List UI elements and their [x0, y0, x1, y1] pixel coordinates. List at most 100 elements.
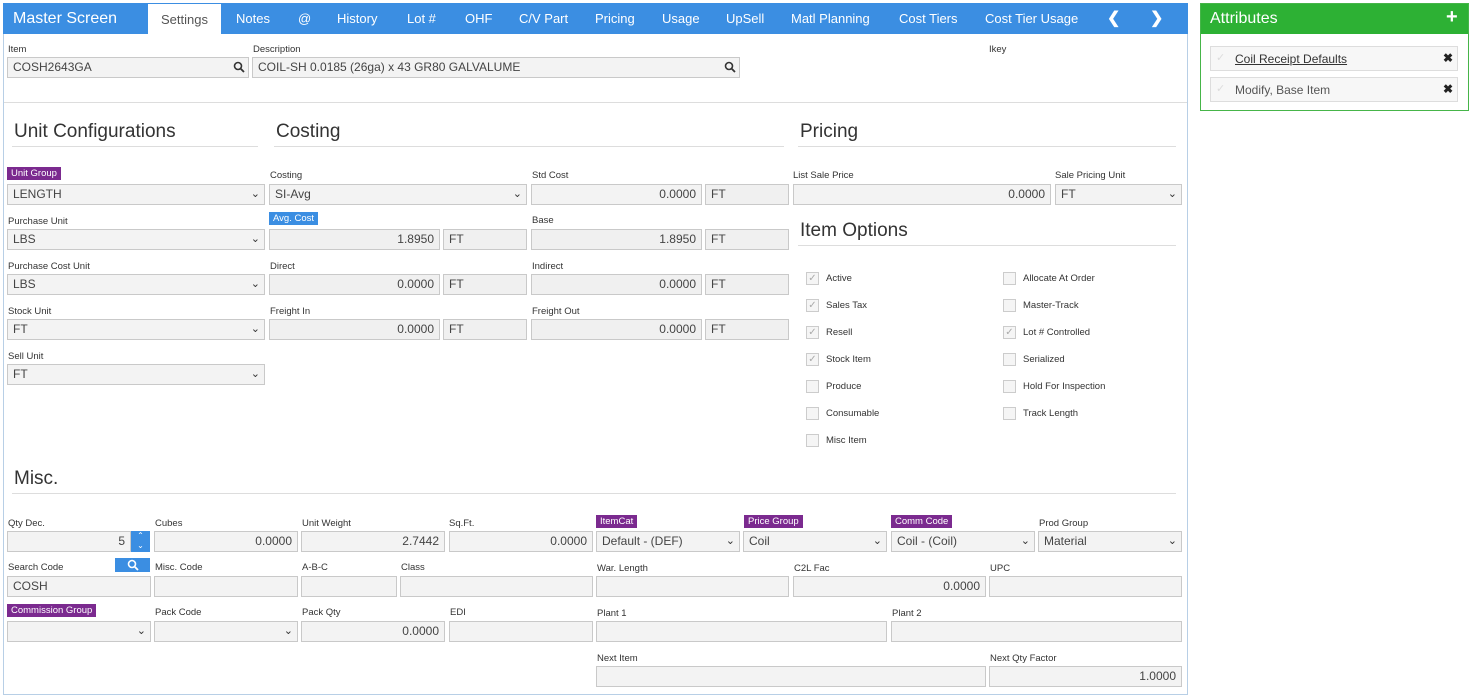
- c2l-fac-field[interactable]: 0.0000: [793, 576, 986, 597]
- remove-icon[interactable]: ✖: [1443, 82, 1454, 96]
- upc-field[interactable]: [989, 576, 1182, 597]
- chevron-down-icon: ⌄: [1020, 535, 1030, 547]
- option-checkbox[interactable]: ✓: [1003, 326, 1016, 339]
- next-qty-factor-field[interactable]: 1.0000: [989, 666, 1182, 687]
- sale-pricing-unit-select[interactable]: FT ⌄: [1055, 184, 1182, 205]
- option-label: Stock Item: [826, 354, 871, 365]
- add-icon[interactable]: +: [1446, 6, 1458, 28]
- tab-lot[interactable]: Lot #: [407, 11, 436, 26]
- check-icon: ✓: [1216, 52, 1226, 64]
- tab-upsell[interactable]: UpSell: [726, 11, 765, 26]
- war-length-label: War. Length: [597, 563, 648, 574]
- purchase-unit-select[interactable]: LBS ⌄: [7, 229, 265, 250]
- avg-cost-unit: FT: [443, 229, 527, 250]
- search-code-field[interactable]: COSH: [7, 576, 151, 597]
- item-input[interactable]: COSH2643GA: [7, 57, 249, 78]
- sell-unit-select[interactable]: FT ⌄: [7, 364, 265, 385]
- check-icon: ✓: [1216, 83, 1226, 95]
- class-field[interactable]: [400, 576, 593, 597]
- purchase-cost-unit-value: LBS: [13, 277, 36, 291]
- option-checkbox[interactable]: ✓: [806, 353, 819, 366]
- option-checkbox[interactable]: [1003, 407, 1016, 420]
- itemcat-select[interactable]: Default - (DEF) ⌄: [596, 531, 740, 552]
- option-checkbox[interactable]: ✓: [806, 272, 819, 285]
- tab-cv-part[interactable]: C/V Part: [519, 11, 569, 26]
- option-checkbox[interactable]: ✓: [806, 299, 819, 312]
- indirect-unit: FT: [705, 274, 789, 295]
- sqft-field[interactable]: 0.0000: [449, 531, 593, 552]
- stock-unit-select[interactable]: FT ⌄: [7, 319, 265, 340]
- commission-group-select[interactable]: ⌄: [7, 621, 151, 642]
- pack-code-select[interactable]: ⌄: [154, 621, 298, 642]
- chevron-down-icon: ⌄: [512, 188, 522, 200]
- remove-icon[interactable]: ✖: [1443, 51, 1454, 65]
- option-checkbox[interactable]: [1003, 353, 1016, 366]
- option-checkbox[interactable]: [806, 407, 819, 420]
- option-label: Resell: [826, 327, 853, 338]
- abc-label: A-B-C: [302, 562, 328, 573]
- next-item-field[interactable]: [596, 666, 986, 687]
- unit-group-select[interactable]: LENGTH ⌄: [7, 184, 265, 205]
- option-label: Misc Item: [826, 435, 867, 446]
- qty-dec-stepper[interactable]: ⌃ ⌄: [131, 531, 150, 552]
- commission-group-label: Commission Group: [7, 604, 97, 617]
- option-checkbox[interactable]: [806, 434, 819, 447]
- std-cost-field[interactable]: 0.0000: [531, 184, 702, 205]
- attribute-item[interactable]: ✓ Modify, Base Item ✖: [1210, 77, 1458, 102]
- item-options-heading: Item Options: [800, 220, 908, 241]
- tab-ohf[interactable]: OHF: [465, 11, 493, 26]
- chevron-up-icon[interactable]: ⌃: [137, 531, 144, 540]
- plant1-field[interactable]: [596, 621, 887, 642]
- option-label: Lot # Controlled: [1023, 327, 1091, 338]
- comm-code-select[interactable]: Coil - (Coil) ⌄: [891, 531, 1035, 552]
- option-checkbox[interactable]: [1003, 272, 1016, 285]
- c2l-fac-label: C2L Fac: [794, 563, 830, 574]
- unit-weight-field[interactable]: 2.7442: [301, 531, 445, 552]
- tab-usage[interactable]: Usage: [662, 11, 700, 26]
- chevron-left-icon[interactable]: ❮: [1107, 10, 1121, 27]
- tab-matl-planning[interactable]: Matl Planning: [791, 11, 870, 26]
- std-cost-label: Std Cost: [532, 170, 569, 181]
- misc-code-field[interactable]: [154, 576, 298, 597]
- option-checkbox[interactable]: ✓: [806, 326, 819, 339]
- attribute-item[interactable]: ✓ Coil Receipt Defaults ✖: [1210, 46, 1458, 71]
- indirect-field: 0.0000: [531, 274, 702, 295]
- plant2-field[interactable]: [891, 621, 1182, 642]
- attribute-link[interactable]: Coil Receipt Defaults: [1235, 52, 1348, 66]
- search-icon[interactable]: [724, 61, 736, 73]
- tab-notes[interactable]: Notes: [236, 11, 270, 26]
- abc-field[interactable]: [301, 576, 397, 597]
- tab-at[interactable]: @: [298, 11, 312, 26]
- option-label: Serialized: [1023, 354, 1065, 365]
- tab-pricing[interactable]: Pricing: [595, 11, 635, 26]
- next-item-label: Next Item: [597, 653, 638, 664]
- prod-group-label: Prod Group: [1039, 518, 1089, 529]
- itemcat-value: Default - (DEF): [602, 534, 683, 548]
- option-checkbox[interactable]: [806, 380, 819, 393]
- tab-cost-tiers[interactable]: Cost Tiers: [899, 11, 958, 26]
- search-code-button[interactable]: [115, 558, 150, 572]
- war-length-field[interactable]: [596, 576, 789, 597]
- tab-history[interactable]: History: [337, 11, 378, 26]
- cubes-field[interactable]: 0.0000: [154, 531, 298, 552]
- tab-cost-tier-usage[interactable]: Cost Tier Usage: [985, 11, 1079, 26]
- tab-settings[interactable]: Settings: [148, 3, 221, 34]
- prod-group-select[interactable]: Material ⌄: [1038, 531, 1182, 552]
- qty-dec-field[interactable]: 5: [7, 531, 131, 552]
- option-checkbox[interactable]: [1003, 380, 1016, 393]
- pack-qty-field[interactable]: 0.0000: [301, 621, 445, 642]
- purchase-cost-unit-select[interactable]: LBS ⌄: [7, 274, 265, 295]
- chevron-right-icon[interactable]: ❯: [1150, 10, 1164, 27]
- chevron-down-icon[interactable]: ⌄: [137, 541, 144, 550]
- description-input[interactable]: COIL-SH 0.0185 (26ga) x 43 GR80 GALVALUM…: [252, 57, 740, 78]
- direct-label: Direct: [270, 261, 295, 272]
- stock-unit-value: FT: [13, 322, 28, 336]
- option-checkbox[interactable]: [1003, 299, 1016, 312]
- list-sale-price-field[interactable]: 0.0000: [793, 184, 1051, 205]
- search-icon[interactable]: [233, 61, 245, 73]
- costing-select[interactable]: SI-Avg ⌄: [269, 184, 527, 205]
- option-label: Sales Tax: [826, 300, 868, 311]
- price-group-select[interactable]: Coil ⌄: [743, 531, 887, 552]
- edi-field[interactable]: [449, 621, 593, 642]
- comm-code-value: Coil - (Coil): [897, 534, 957, 548]
